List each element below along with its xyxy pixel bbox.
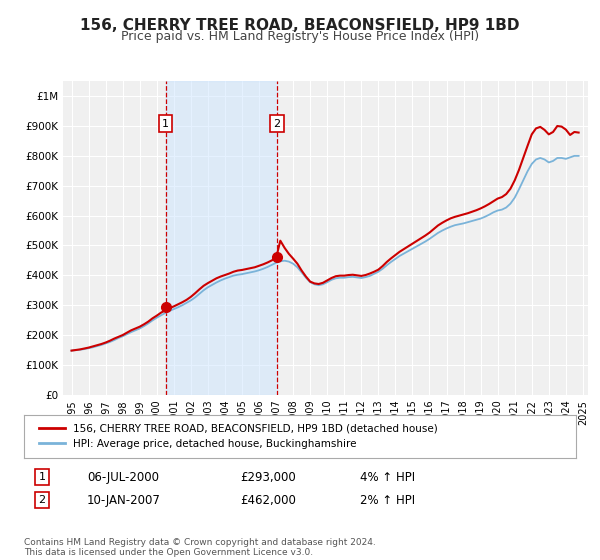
Text: £462,000: £462,000 (240, 493, 296, 507)
Text: 156, CHERRY TREE ROAD, BEACONSFIELD, HP9 1BD: 156, CHERRY TREE ROAD, BEACONSFIELD, HP9… (80, 18, 520, 33)
Text: 2: 2 (38, 495, 46, 505)
Text: £293,000: £293,000 (240, 470, 296, 484)
Text: Price paid vs. HM Land Registry's House Price Index (HPI): Price paid vs. HM Land Registry's House … (121, 30, 479, 43)
Text: 4% ↑ HPI: 4% ↑ HPI (360, 470, 415, 484)
Text: 2% ↑ HPI: 2% ↑ HPI (360, 493, 415, 507)
Text: Contains HM Land Registry data © Crown copyright and database right 2024.
This d: Contains HM Land Registry data © Crown c… (24, 538, 376, 557)
Legend: 156, CHERRY TREE ROAD, BEACONSFIELD, HP9 1BD (detached house), HPI: Average pric: 156, CHERRY TREE ROAD, BEACONSFIELD, HP9… (35, 420, 442, 453)
Text: 2: 2 (273, 119, 280, 129)
Text: 10-JAN-2007: 10-JAN-2007 (87, 493, 161, 507)
Text: 1: 1 (162, 119, 169, 129)
Text: 06-JUL-2000: 06-JUL-2000 (87, 470, 159, 484)
Text: 1: 1 (38, 472, 46, 482)
Bar (166, 81, 277, 395)
